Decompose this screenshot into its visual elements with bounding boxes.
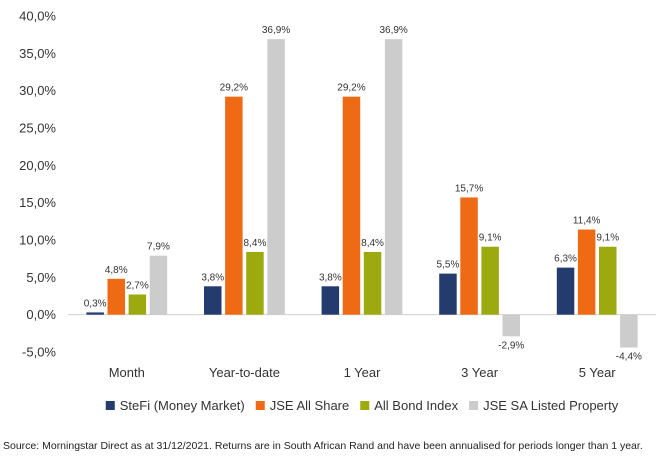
data-label: 9,1% [479,233,502,244]
x-category-label: 5 Year [579,365,617,380]
bar-0-0 [86,312,104,315]
bar-2-1 [246,251,264,315]
data-label: 29,2% [220,83,248,94]
bar-1-0 [107,278,125,315]
y-tick-label: 10,0% [19,233,56,248]
bar-2-3 [481,246,499,315]
data-label: -2,9% [498,340,524,351]
data-label: 29,2% [337,83,365,94]
legend-item: JSE SA Listed Property [469,398,619,413]
legend-item: All Bond Index [360,398,459,413]
x-category-label: 1 Year [344,365,382,380]
bar-1-2 [342,96,361,315]
bar-1-4 [577,229,596,315]
data-label: 2,7% [126,281,149,292]
bar-3-3 [502,314,520,337]
legend-swatch [105,401,115,410]
data-label: 3,8% [319,272,342,283]
source-note: Source: Morningstar Direct as at 31/12/2… [3,440,643,452]
data-label: 5,5% [437,260,460,271]
y-tick-label: 5,0% [26,270,56,285]
data-label: 7,9% [147,242,170,253]
bar-0-3 [439,273,457,315]
data-label: 0,3% [84,298,107,309]
y-tick-label: 25,0% [19,121,56,136]
bars-group [86,39,638,348]
legend: SteFi (Money Market) JSE All Share All Bon… [105,398,619,413]
bar-3-0 [149,255,168,315]
data-label: 11,4% [573,216,601,227]
bar-0-1 [204,286,222,315]
bar-2-0 [128,294,147,315]
data-label: 6,3% [554,254,577,265]
legend-swatch [255,401,265,410]
bar-3-2 [384,39,403,315]
data-labels-group: 0,3% 4,8% 2,7% 7,9% 3,8% 29,2% 8,4% 36,9% 3,8% 29… [84,25,642,362]
y-tick-label: 40,0% [19,9,56,24]
legend-item: JSE All Share [255,398,350,413]
y-tick-label: 15,0% [19,195,56,210]
bar-2-4 [599,246,617,315]
bar-3-1 [267,39,285,315]
bar-2-2 [363,251,382,315]
legend-label: All Bond Index [374,398,458,413]
bar-1-1 [225,96,243,315]
data-label: 15,7% [455,183,483,194]
legend-label: JSE SA Listed Property [483,398,619,413]
data-label: 3,8% [201,272,224,283]
data-label: -4,4% [616,352,642,363]
legend-label: JSE All Share [270,398,350,413]
data-label: 36,9% [262,25,290,36]
data-label: 8,4% [361,238,384,249]
data-label: 36,9% [379,25,407,36]
bar-1-3 [460,197,478,315]
legend-swatch [469,401,479,410]
y-tick-label: 35,0% [19,46,56,61]
y-tick-label: 30,0% [19,83,56,98]
y-tick-label: 0,0% [26,307,56,322]
y-tick-label: 20,0% [19,158,56,173]
x-category-label: 3 Year [461,365,499,380]
x-category-label: Year-to-date [209,365,280,380]
y-tick-label: -5,0% [22,345,56,360]
bar-3-4 [620,314,638,348]
x-category-label: Month [109,365,145,380]
legend-item: SteFi (Money Market) [105,398,245,413]
legend-swatch [360,401,370,410]
data-label: 4,8% [105,265,128,276]
bar-0-2 [321,286,340,315]
legend-label: SteFi (Money Market) [120,398,245,413]
x-axis: Month Year-to-date 1 Year 3 Year 5 Year [109,365,617,380]
data-label: 8,4% [244,238,267,249]
data-label: 9,1% [596,233,619,244]
bar-0-4 [556,267,575,315]
